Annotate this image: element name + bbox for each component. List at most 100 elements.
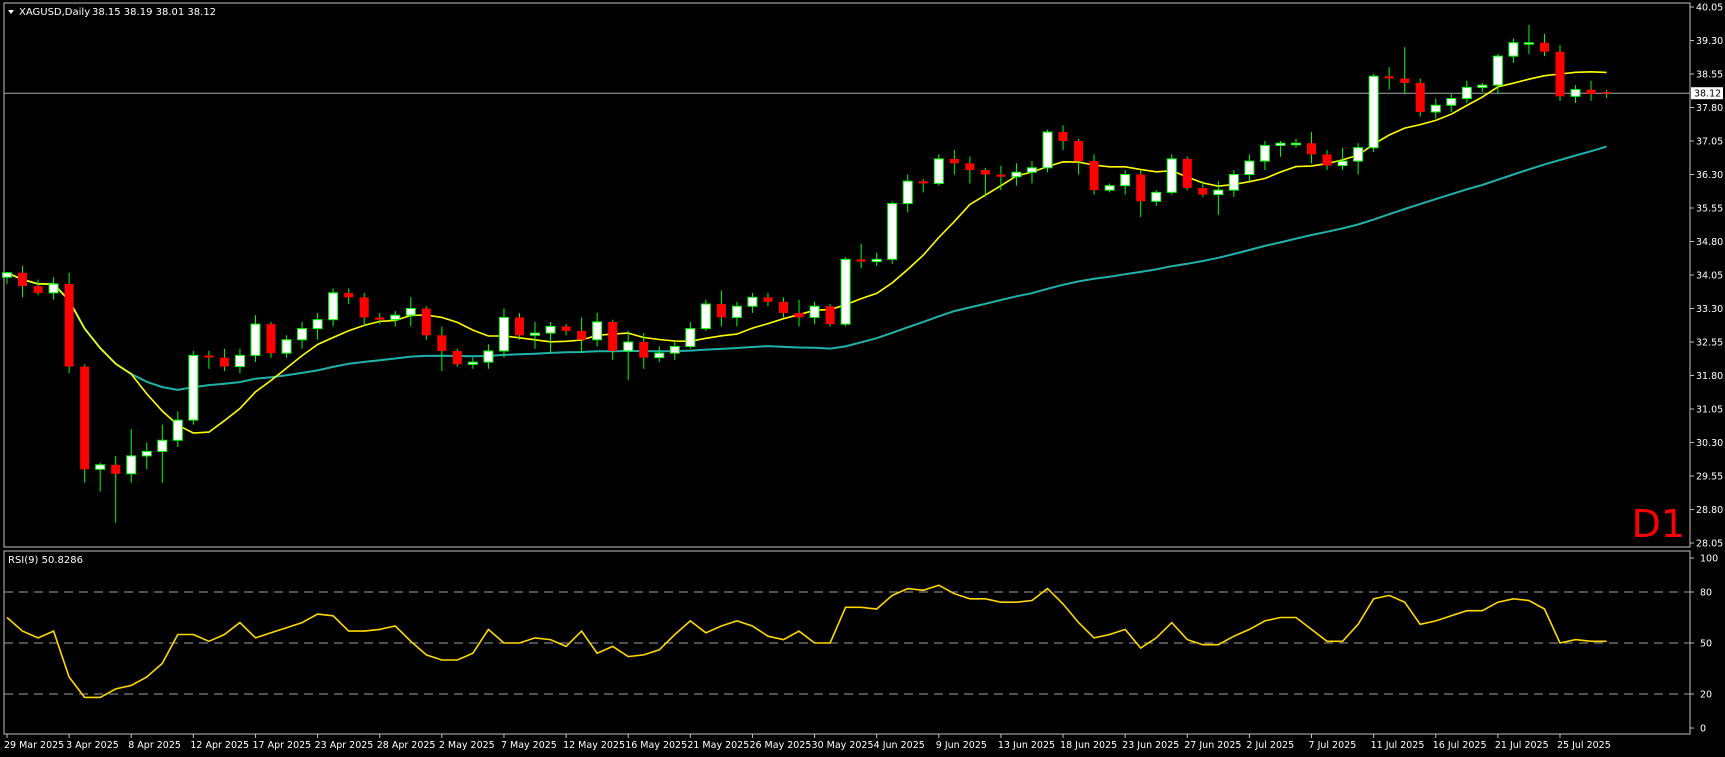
rsi-line-group xyxy=(6,584,1607,699)
candle xyxy=(996,165,1006,191)
candle xyxy=(794,299,804,327)
candle-body xyxy=(918,181,928,184)
candle xyxy=(561,324,571,336)
candle xyxy=(281,335,292,358)
x-tick-label: 23 Apr 2025 xyxy=(315,740,374,751)
candle-body xyxy=(1602,91,1612,94)
collapse-triangle-icon[interactable] xyxy=(8,10,14,14)
candle-body xyxy=(1074,141,1084,162)
candle xyxy=(980,167,990,197)
candle xyxy=(902,174,913,213)
candle xyxy=(731,301,742,327)
candle-body xyxy=(623,341,634,352)
price-tick-label: 29.55 xyxy=(1696,472,1723,483)
candle xyxy=(1166,154,1177,195)
moving-averages xyxy=(6,70,1607,434)
candle xyxy=(266,321,276,358)
candle xyxy=(498,308,509,358)
candle xyxy=(825,304,835,327)
candle-body xyxy=(949,158,959,164)
x-tick-label: 23 Jun 2025 xyxy=(1122,740,1179,751)
price-tick-label: 30.30 xyxy=(1696,438,1723,449)
candle xyxy=(1213,181,1224,215)
candle-body xyxy=(126,455,137,475)
candle xyxy=(933,154,944,186)
price-tick-label: 33.30 xyxy=(1696,304,1723,315)
current-price-tag-label: 38.12 xyxy=(1694,89,1721,100)
candle-body xyxy=(902,180,913,205)
candle-body xyxy=(1026,167,1037,173)
candle xyxy=(1026,161,1037,184)
candle xyxy=(545,321,556,354)
price-y-axis: 40.05 39.30 38.55 37.80 37.05 36.30 35.55 34.80… xyxy=(1690,3,1723,550)
candle xyxy=(965,156,975,184)
candle-body xyxy=(577,330,587,340)
candle xyxy=(1259,141,1270,171)
x-tick-label: 13 Jun 2025 xyxy=(998,740,1055,751)
candle-body xyxy=(80,366,90,470)
candle-body xyxy=(747,296,758,307)
candle xyxy=(1384,67,1394,90)
candle-body xyxy=(1477,84,1488,88)
candle xyxy=(685,321,696,349)
candle-body xyxy=(359,297,369,318)
candles xyxy=(2,24,1612,523)
candle xyxy=(2,271,12,284)
ma-slow-line xyxy=(6,145,1607,391)
candle xyxy=(1307,132,1317,164)
candle xyxy=(1602,90,1612,99)
candle-body xyxy=(2,272,12,278)
candle xyxy=(1136,170,1146,217)
candle-body xyxy=(1042,131,1053,169)
candle xyxy=(887,201,898,264)
candle-body xyxy=(1508,42,1519,57)
candle xyxy=(763,292,773,307)
candle-body xyxy=(871,258,882,263)
candle xyxy=(1570,85,1581,104)
candle xyxy=(188,350,199,425)
x-tick-label: 17 Apr 2025 xyxy=(252,740,311,751)
candle xyxy=(577,317,587,354)
candle xyxy=(654,346,665,363)
x-tick-label: 26 May 2025 xyxy=(749,740,811,751)
candle-body xyxy=(1353,147,1364,162)
candle xyxy=(1446,94,1457,112)
candle-body xyxy=(1400,78,1410,83)
candle-body xyxy=(825,306,835,325)
price-tick-label: 39.30 xyxy=(1696,36,1723,47)
candle-body xyxy=(639,342,649,358)
candle xyxy=(949,149,959,175)
candle xyxy=(871,252,882,267)
candle-body xyxy=(887,203,898,260)
candle-body xyxy=(1555,51,1565,97)
x-tick-label: 16 Jul 2025 xyxy=(1433,740,1487,751)
x-tick-label: 8 Apr 2025 xyxy=(128,740,181,751)
price-tick-label: 37.05 xyxy=(1696,137,1723,148)
price-tick-label: 35.55 xyxy=(1696,204,1723,215)
candle xyxy=(33,279,43,296)
candle xyxy=(716,290,726,327)
candle-body xyxy=(234,354,245,368)
candle xyxy=(359,292,369,327)
x-tick-label: 29 Mar 2025 xyxy=(4,740,64,751)
candle xyxy=(1104,183,1115,193)
candle-body xyxy=(1523,42,1534,45)
price-tick-label: 28.80 xyxy=(1696,505,1723,516)
candle xyxy=(592,312,603,347)
candle-body xyxy=(1151,191,1162,202)
candle-body xyxy=(219,357,229,367)
candle xyxy=(1042,129,1053,173)
candle xyxy=(1368,74,1379,153)
candle xyxy=(639,333,649,369)
candle xyxy=(1228,170,1239,197)
candle xyxy=(1275,141,1286,157)
candle-body xyxy=(157,439,168,452)
candle-body xyxy=(266,324,276,354)
rsi-tick-label: 80 xyxy=(1700,588,1712,599)
candle-body xyxy=(856,259,866,262)
candle-body xyxy=(467,361,478,365)
x-tick-label: 7 Jul 2025 xyxy=(1309,740,1357,751)
rsi-panel: 100 80 50 20 0 RSI(9) 50.8286 xyxy=(3,550,1718,735)
candle-body xyxy=(1244,160,1255,176)
